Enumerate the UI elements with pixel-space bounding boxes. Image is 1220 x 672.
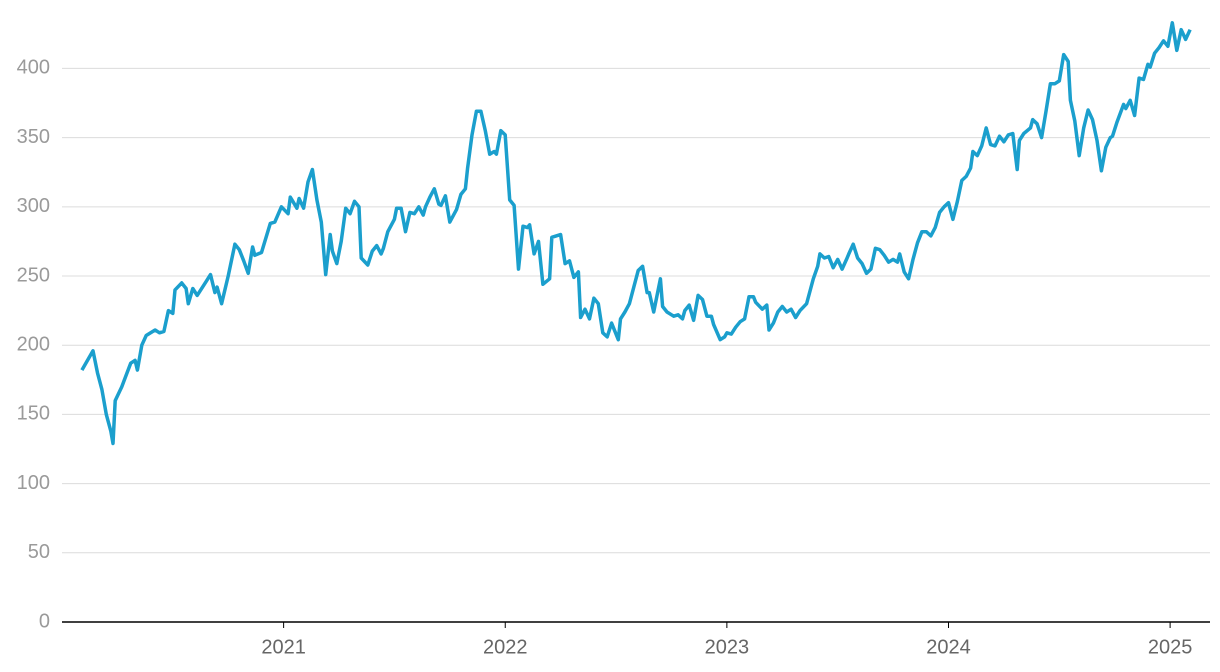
y-tick-label: 100 bbox=[17, 472, 50, 494]
line bbox=[80, 21, 1192, 446]
x-tick-label: 2022 bbox=[483, 636, 528, 658]
y-tick-label: 0 bbox=[39, 610, 50, 632]
x-tick-label: 2024 bbox=[926, 636, 971, 658]
x-tick-label: 2021 bbox=[261, 636, 306, 658]
x-tick-label: 2025 bbox=[1148, 636, 1193, 658]
y-tick-label: 250 bbox=[17, 264, 50, 286]
x-tick-label: 2023 bbox=[705, 636, 750, 658]
y-tick-label: 300 bbox=[17, 195, 50, 217]
y-tick-label: 50 bbox=[28, 541, 50, 563]
y-tick-label: 350 bbox=[17, 126, 50, 148]
y-tick-label: 150 bbox=[17, 403, 50, 425]
y-tick-label: 200 bbox=[17, 333, 50, 355]
y-tick-label: 400 bbox=[17, 57, 50, 79]
